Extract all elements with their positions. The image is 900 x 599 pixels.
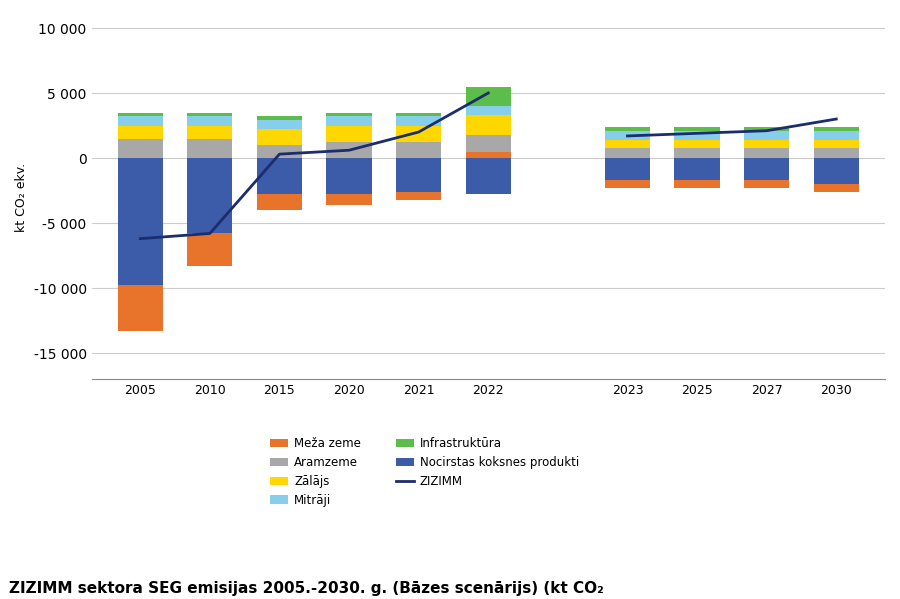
Bar (118, 113, 163, 116)
Bar (396, 126, 441, 143)
Bar (187, 138, 232, 158)
Bar (327, 158, 372, 195)
Bar (465, 152, 511, 158)
Bar (327, 195, 372, 205)
Bar (187, 116, 232, 126)
Bar (605, 147, 650, 158)
Bar (327, 126, 372, 143)
Bar (187, 158, 232, 234)
Text: ZIZIMM sektora SEG emisijas 2005.-2030. g. (Bāzes scenārijs) (kt CO₂: ZIZIMM sektora SEG emisijas 2005.-2030. … (9, 581, 604, 596)
Bar (674, 127, 720, 131)
Bar (396, 116, 441, 126)
Bar (605, 131, 650, 140)
Bar (396, 113, 441, 116)
Bar (256, 158, 302, 195)
Bar (674, 180, 720, 188)
Bar (327, 113, 372, 116)
Bar (187, 234, 232, 266)
Bar (814, 131, 859, 140)
Bar (465, 135, 511, 152)
Legend: Meža zeme, Aramzeme, Zālājs, Mitrāji, Infrastruktūra, Nocirstas koksnes produkti: Meža zeme, Aramzeme, Zālājs, Mitrāji, In… (266, 432, 584, 512)
Bar (814, 158, 859, 184)
Bar (674, 140, 720, 147)
Bar (256, 120, 302, 129)
Bar (465, 115, 511, 135)
Bar (814, 127, 859, 131)
Bar (674, 158, 720, 180)
Bar (256, 116, 302, 120)
Bar (744, 158, 789, 180)
Bar (744, 180, 789, 188)
Bar (256, 129, 302, 145)
Bar (814, 184, 859, 192)
Bar (744, 127, 789, 131)
Bar (327, 143, 372, 158)
Bar (118, 116, 163, 126)
Bar (744, 131, 789, 140)
Bar (674, 147, 720, 158)
Bar (814, 147, 859, 158)
Bar (674, 131, 720, 140)
Bar (465, 86, 511, 106)
Bar (256, 145, 302, 158)
Bar (118, 126, 163, 138)
Bar (396, 158, 441, 192)
Bar (187, 126, 232, 138)
Bar (396, 192, 441, 199)
Bar (605, 127, 650, 131)
Bar (187, 113, 232, 116)
Bar (605, 180, 650, 188)
Bar (256, 195, 302, 210)
Bar (814, 140, 859, 147)
Bar (605, 158, 650, 180)
Y-axis label: kt CO₂ ekv.: kt CO₂ ekv. (15, 162, 28, 232)
Bar (744, 147, 789, 158)
Bar (396, 143, 441, 158)
Bar (118, 286, 163, 331)
Bar (118, 158, 163, 286)
Bar (744, 140, 789, 147)
Bar (465, 158, 511, 195)
Bar (327, 116, 372, 126)
Bar (605, 140, 650, 147)
Bar (465, 106, 511, 115)
Bar (118, 138, 163, 158)
